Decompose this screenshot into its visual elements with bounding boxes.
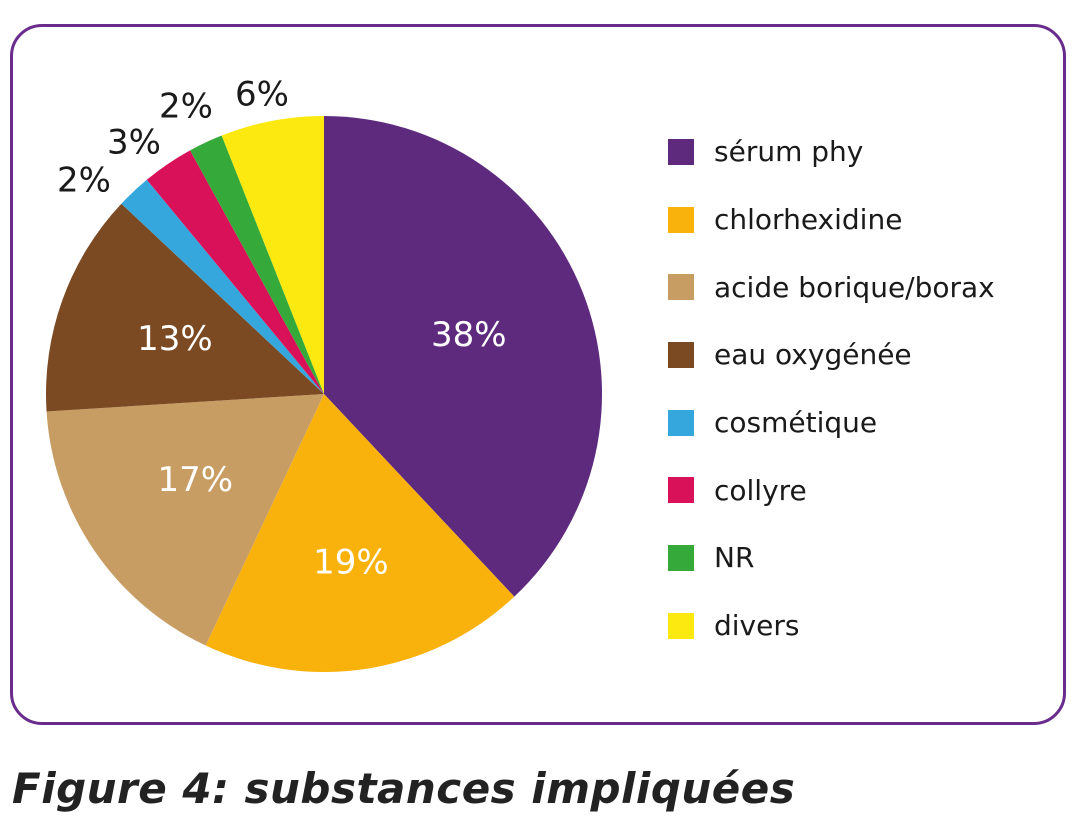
legend-swatch (668, 341, 694, 368)
legend-swatch (668, 206, 694, 233)
pie-label-nr: 2% (159, 87, 213, 127)
pie-slice-cosm-tique (121, 179, 325, 394)
pie-slice-nr (190, 135, 324, 394)
pie-label-cosm-tique: 2% (57, 161, 111, 201)
legend-item-divers: divers (668, 592, 995, 660)
legend-swatch (668, 138, 694, 165)
pie-label-collyre: 3% (107, 123, 161, 163)
legend-item-acide-borique-borax: acide borique/borax (668, 253, 995, 321)
legend-label: acide borique/borax (714, 270, 995, 304)
legend-label: divers (714, 609, 800, 643)
legend-label: collyre (714, 473, 807, 507)
legend-swatch (668, 477, 694, 504)
legend-label: eau oxygénée (714, 338, 912, 372)
legend-item-chlorhexidine: chlorhexidine (668, 186, 995, 254)
pie-slice-chlorhexidine (205, 394, 515, 672)
pie-slice-s-rum-phy (324, 116, 602, 597)
legend-label: cosmétique (714, 406, 878, 440)
pie-labels: 38% 19% 17% 13% 2%3%2% 6% (57, 75, 507, 583)
legend-label: chlorhexidine (714, 203, 903, 237)
legend-swatch (668, 544, 694, 571)
pie-slice-collyre (146, 150, 324, 394)
pie-label-acide-borique-borax: 17% (157, 460, 233, 500)
pie-label-s-rum-phy: 38% (431, 315, 507, 355)
legend-swatch (668, 612, 694, 639)
pie-slice-eau-oxyg-n-e (46, 203, 324, 412)
legend-item-eau-oxygenee: eau oxygénée (668, 321, 995, 389)
legend-item-serum-phy: sérum phy (668, 118, 995, 186)
figure-caption: Figure 4: substances impliquées (12, 764, 796, 813)
pie-slices (46, 116, 602, 672)
pie-slice-acide-borique-borax (46, 394, 324, 646)
legend-item-nr: NR (668, 524, 995, 592)
legend-swatch (668, 409, 694, 436)
pie-label-divers: 6% (235, 75, 289, 115)
legend-item-collyre: collyre (668, 456, 995, 524)
legend-label: sérum phy (714, 135, 864, 169)
legend-label: NR (714, 541, 755, 575)
legend: sérum phy chlorhexidine acide borique/bo… (668, 118, 995, 660)
legend-swatch (668, 274, 694, 301)
pie-label-chlorhexidine: 19% (313, 543, 389, 583)
pie-label-eau-oxyg-n-e: 13% (137, 319, 213, 359)
legend-item-cosmetique: cosmétique (668, 389, 995, 457)
pie-slice-divers (221, 116, 324, 394)
